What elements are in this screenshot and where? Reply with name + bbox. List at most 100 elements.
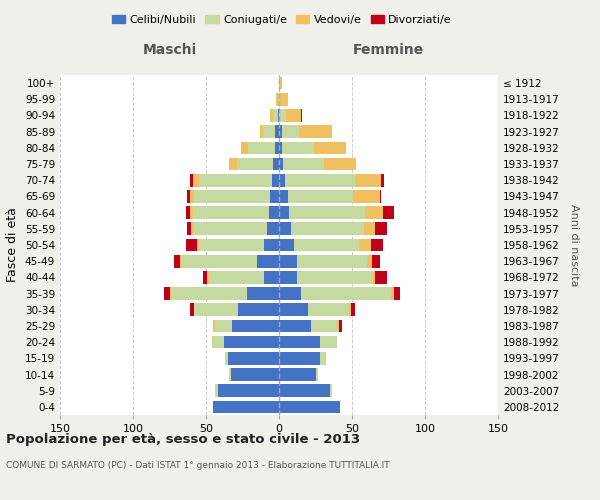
Bar — [214, 400, 279, 413]
Bar — [383, 206, 394, 219]
Bar — [330, 384, 332, 397]
Text: Maschi: Maschi — [142, 44, 197, 58]
Text: Femmine: Femmine — [353, 44, 424, 58]
Bar — [273, 158, 279, 170]
Bar — [190, 206, 193, 219]
Bar — [214, 320, 215, 332]
Bar — [376, 271, 387, 283]
Bar — [279, 174, 285, 186]
Bar — [193, 174, 199, 186]
Bar — [364, 222, 376, 235]
Bar — [337, 320, 339, 332]
Bar — [316, 368, 319, 381]
Bar — [229, 158, 236, 170]
Bar — [265, 271, 279, 283]
Bar — [279, 190, 288, 202]
Bar — [181, 255, 257, 268]
Bar — [367, 255, 373, 268]
Bar — [193, 206, 269, 219]
Bar — [282, 142, 314, 154]
Bar — [350, 304, 355, 316]
Bar — [288, 190, 353, 202]
Bar — [311, 320, 337, 332]
Bar — [225, 352, 228, 364]
Bar — [272, 174, 279, 186]
Legend: Celibi/Nubili, Coniugati/e, Vedovi/e, Divorziati/e: Celibi/Nubili, Coniugati/e, Vedovi/e, Di… — [107, 10, 457, 29]
Bar — [280, 93, 288, 106]
Bar — [187, 222, 191, 235]
Bar — [270, 190, 279, 202]
Bar — [194, 304, 238, 316]
Bar — [279, 336, 320, 348]
Bar — [218, 384, 279, 397]
Bar — [290, 222, 364, 235]
Bar — [180, 255, 181, 268]
Bar — [197, 238, 199, 252]
Bar — [190, 174, 193, 186]
Bar — [260, 126, 263, 138]
Bar — [296, 255, 367, 268]
Bar — [320, 336, 337, 348]
Bar — [373, 271, 376, 283]
Bar — [171, 288, 247, 300]
Bar — [247, 288, 279, 300]
Bar — [212, 336, 224, 348]
Bar — [278, 109, 279, 122]
Bar — [279, 206, 289, 219]
Bar — [349, 304, 350, 316]
Bar — [263, 126, 275, 138]
Bar — [279, 109, 286, 122]
Bar — [229, 368, 231, 381]
Bar — [236, 158, 273, 170]
Bar — [231, 368, 279, 381]
Bar — [353, 190, 380, 202]
Bar — [299, 126, 332, 138]
Bar — [394, 288, 400, 300]
Y-axis label: Anni di nascita: Anni di nascita — [569, 204, 579, 286]
Y-axis label: Fasce di età: Fasce di età — [7, 208, 19, 282]
Bar — [279, 320, 311, 332]
Bar — [199, 238, 265, 252]
Bar — [301, 109, 302, 122]
Bar — [270, 109, 273, 122]
Bar — [301, 288, 391, 300]
Bar — [324, 158, 356, 170]
Bar — [293, 238, 359, 252]
Bar — [286, 109, 301, 122]
Bar — [373, 255, 380, 268]
Bar — [238, 304, 279, 316]
Bar — [248, 142, 275, 154]
Bar — [257, 255, 279, 268]
Bar — [209, 271, 265, 283]
Bar — [279, 126, 282, 138]
Bar — [279, 304, 308, 316]
Bar — [279, 142, 282, 154]
Bar — [185, 206, 190, 219]
Bar — [265, 238, 279, 252]
Bar — [174, 255, 180, 268]
Bar — [279, 77, 282, 90]
Bar — [199, 174, 272, 186]
Bar — [191, 222, 194, 235]
Bar — [355, 174, 381, 186]
Bar — [194, 222, 268, 235]
Bar — [215, 384, 218, 397]
Text: COMUNE DI SARMATO (PC) - Dati ISTAT 1° gennaio 2013 - Elaborazione TUTTITALIA.IT: COMUNE DI SARMATO (PC) - Dati ISTAT 1° g… — [6, 460, 389, 469]
Bar — [276, 93, 278, 106]
Bar — [279, 288, 301, 300]
Bar — [285, 174, 355, 186]
Bar — [273, 109, 278, 122]
Bar — [279, 352, 320, 364]
Bar — [359, 238, 371, 252]
Bar — [279, 384, 330, 397]
Bar — [190, 304, 194, 316]
Bar — [268, 222, 279, 235]
Bar — [380, 190, 381, 202]
Bar — [279, 271, 296, 283]
Bar — [314, 142, 346, 154]
Bar — [279, 93, 280, 106]
Bar — [203, 271, 208, 283]
Bar — [279, 222, 290, 235]
Bar — [232, 320, 279, 332]
Bar — [215, 320, 232, 332]
